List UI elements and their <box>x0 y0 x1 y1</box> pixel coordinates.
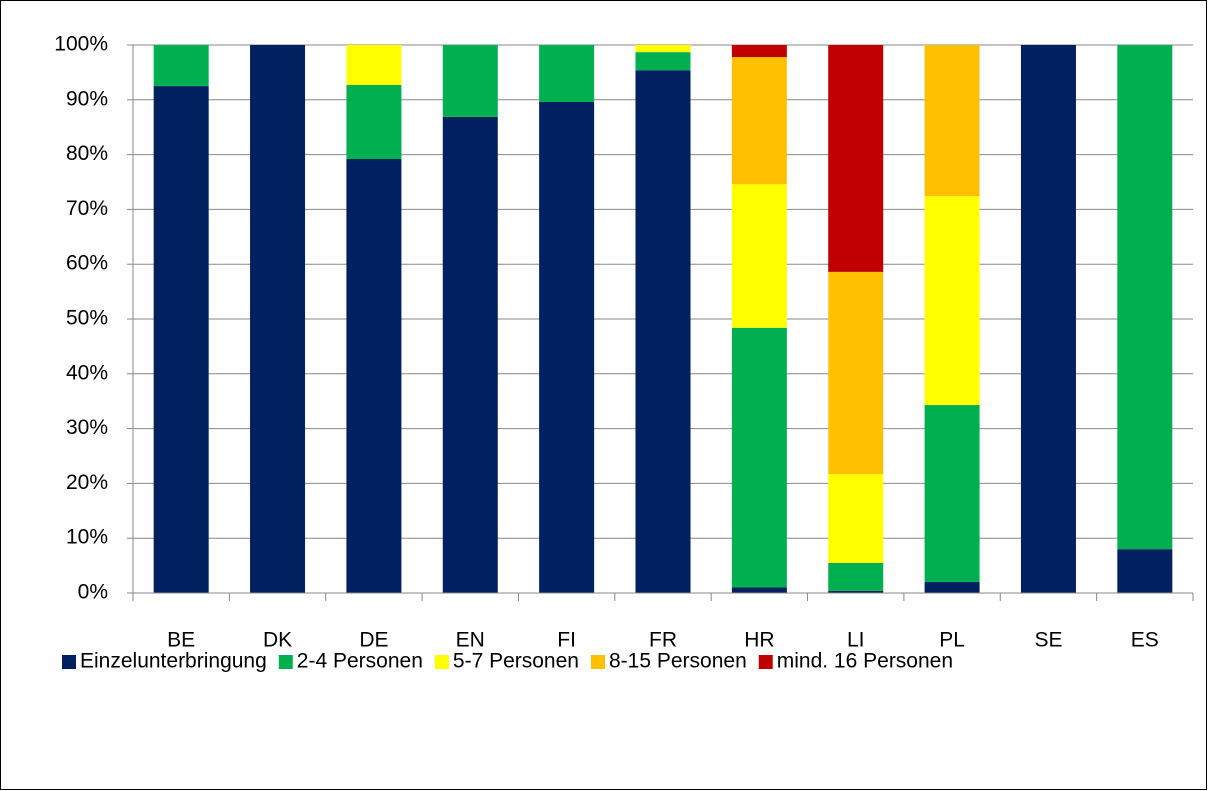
x-tick-label: FI <box>557 629 576 652</box>
legend-swatch <box>62 655 76 669</box>
bar-segment <box>442 116 498 594</box>
bar-segment <box>153 86 209 593</box>
legend-label: 5-7 Personen <box>453 650 579 673</box>
bar-segment <box>1020 45 1076 593</box>
legend-swatch <box>590 655 605 669</box>
bar-segment <box>442 45 498 117</box>
x-tick-label: DE <box>359 629 388 652</box>
y-tick-label: 50% <box>66 307 108 330</box>
bar-segment <box>635 45 691 53</box>
y-tick-label: 70% <box>66 197 108 220</box>
bar-segment <box>539 101 595 593</box>
x-tick-label: DK <box>263 629 292 652</box>
y-tick-label: 100% <box>54 33 108 56</box>
bar-segment <box>828 45 884 272</box>
bar-segment <box>924 45 980 197</box>
x-tick-label: PL <box>939 629 965 652</box>
legend-label: 2-4 Personen <box>297 650 423 673</box>
bar-segment <box>1117 45 1173 550</box>
bar-segment <box>346 85 402 159</box>
legend-swatch <box>434 655 449 669</box>
bar-segment <box>635 52 691 71</box>
bar-segment <box>731 45 787 58</box>
legend-label: mind. 16 Personen <box>777 650 953 673</box>
bar-segment <box>924 582 980 593</box>
bar-segment <box>731 184 787 328</box>
bar-segment <box>635 70 691 593</box>
bar-segment <box>1117 549 1173 593</box>
y-tick-label: 80% <box>66 142 108 165</box>
y-tick-label: 0% <box>78 581 108 604</box>
bar-segment <box>731 327 787 588</box>
bar-segment <box>731 587 787 593</box>
bar-segment <box>828 562 884 591</box>
y-tick-label: 20% <box>66 471 108 494</box>
legend-swatch <box>758 655 773 669</box>
bar-segment <box>924 196 980 406</box>
y-tick-label: 30% <box>66 416 108 439</box>
x-tick-label: BE <box>167 629 195 652</box>
bar-segment <box>346 158 402 593</box>
y-tick-label: 90% <box>66 87 108 110</box>
bar-segment <box>153 45 209 87</box>
bar-segment <box>250 45 306 593</box>
bar-segment <box>539 45 595 102</box>
y-tick-label: 10% <box>66 526 108 549</box>
bar-segment <box>924 405 980 583</box>
x-tick-label: LI <box>847 629 865 652</box>
x-tick-label: EN <box>456 629 485 652</box>
bar-segment <box>828 590 884 593</box>
bar-segment <box>828 271 884 475</box>
x-tick-label: HR <box>744 629 774 652</box>
x-tick-label: SE <box>1034 629 1062 652</box>
bar-segment <box>828 474 884 563</box>
legend-label: Einzelunterbringung <box>80 650 267 673</box>
y-tick-label: 60% <box>66 252 108 275</box>
y-tick-label: 40% <box>66 361 108 384</box>
legend-swatch <box>278 655 293 669</box>
bar-segment <box>346 45 402 86</box>
bar-segment <box>731 57 787 185</box>
x-tick-label: FR <box>649 629 677 652</box>
x-tick-label: ES <box>1131 629 1159 652</box>
legend-label: 8-15 Personen <box>609 650 747 673</box>
